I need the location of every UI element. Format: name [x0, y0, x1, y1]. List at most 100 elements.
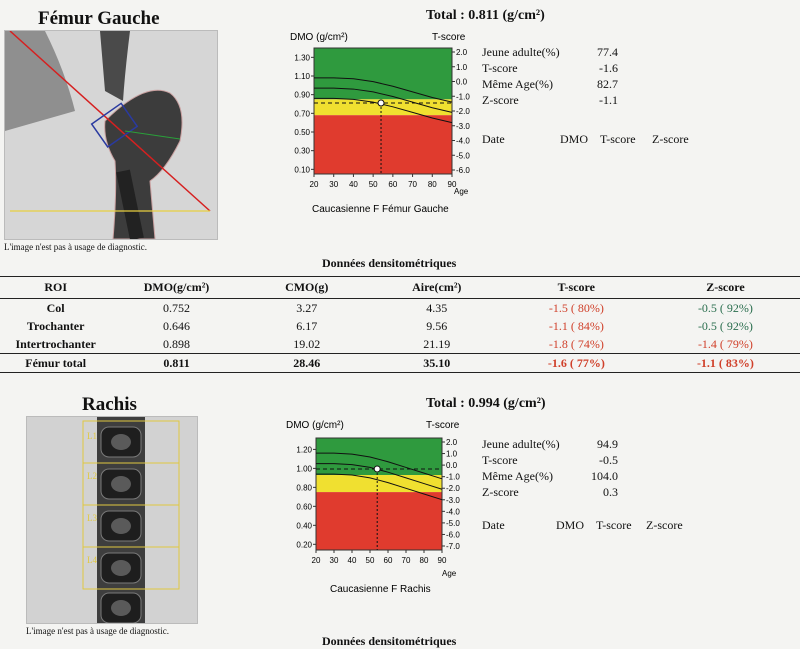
x-tick-label: 50 — [369, 180, 378, 189]
rachis-stat-label: T-score — [482, 453, 518, 467]
femur-stat-label: Jeune adulte(%) — [482, 45, 560, 59]
x-tick-label: 90 — [438, 556, 447, 565]
vertebra-label-l4: L4 — [87, 555, 97, 565]
vertebra-core — [111, 518, 131, 534]
rachis-chart-ylabel: DMO (g/cm²) — [286, 420, 344, 431]
y2-tick-label: -5.0 — [446, 519, 460, 528]
rachis-chart: DMO (g/cm²) T-score 20 30 40 50 60 70 80 90 1.20… — [286, 420, 460, 595]
table-row: Col 0.752 3.27 4.35 -1.5 ( 80%) -0.5 ( 9… — [0, 299, 800, 318]
rachis-chart-xlabel: Age — [442, 569, 457, 578]
reference-curve — [314, 87, 453, 113]
vertebra-core — [111, 434, 131, 450]
y-tick-label: 0.40 — [296, 521, 312, 530]
table-cell: 28.46 — [293, 355, 321, 370]
x-tick-label: 70 — [402, 556, 411, 565]
table-cell: 0.752 — [163, 300, 191, 315]
table-cell: 3.27 — [296, 300, 318, 315]
table-total-row: Fémur total 0.811 28.46 35.10 -1.6 ( 77%… — [0, 353, 800, 373]
rachis-stat-value: -0.5 — [599, 453, 618, 467]
y-tick-label: 0.90 — [294, 91, 310, 100]
femur-stats: Jeune adulte(%) 77.4 T-score -1.6 Même Age… — [482, 44, 618, 108]
y2-tick-label: 0.0 — [456, 78, 468, 87]
y-tick-label: 0.70 — [294, 109, 310, 118]
y2-tick-label: -6.0 — [456, 166, 470, 175]
femur-date-header-dmo: DMO — [560, 132, 589, 146]
vertebra-label-l2: L2 — [87, 471, 97, 481]
rachis-plot-area: 20 30 40 50 60 70 80 90 1.20 1.00 0.80 0.60 0.40 0.20… — [296, 437, 460, 565]
y2-tick-label: -2.0 — [456, 107, 470, 116]
rachis-date-header-zscore: Z-score — [646, 518, 683, 532]
x-tick-label: 50 — [366, 556, 375, 565]
y-tick-label: 0.30 — [294, 147, 310, 156]
rachis-stat-label: Jeune adulte(%) — [482, 437, 560, 451]
column-header: CMO(g) — [285, 280, 329, 294]
rachis-scan-graphic: L1 L2 L3 L4 — [27, 417, 197, 623]
y2-tick-label: -3.0 — [446, 496, 460, 505]
y2-tick-label: 2.0 — [456, 48, 468, 57]
femur-image-caption: L'image n'est pas à usage de diagnostic. — [4, 242, 147, 252]
femur-stat-label: Même Age(%) — [482, 77, 553, 91]
plot-frame — [315, 437, 443, 551]
zscore-cell: -1.4 ( 79%) — [697, 336, 753, 351]
y-tick-label: 0.60 — [296, 502, 312, 511]
tscore-cell: -1.6 ( 77%) — [547, 355, 605, 370]
x-tick-label: 40 — [349, 180, 358, 189]
tscore-cell: -1.1 ( 84%) — [548, 318, 604, 333]
femur-table-title: Données densitométriques — [322, 256, 457, 270]
x-tick-label: 60 — [388, 180, 397, 189]
femur-date-header-zscore: Z-score — [652, 132, 689, 146]
reference-curve — [314, 77, 453, 103]
y2-tick-label: -1.0 — [446, 473, 460, 482]
rachis-stats: Jeune adulte(%) 94.9 T-score -0.5 Même Age… — [482, 436, 618, 500]
y2-tick-label: -6.0 — [446, 530, 460, 539]
rachis-stat-value: 104.0 — [591, 469, 618, 483]
roi-cell: Fémur total — [25, 355, 87, 370]
y2-tick-label: 1.0 — [456, 63, 468, 72]
femur-densitometry-table: ROI DMO(g/cm²) CMO(g) Aire(cm²) T-score … — [0, 276, 800, 373]
rachis-table-title: Données densitométriques — [322, 634, 457, 648]
y2-tick-label: -4.0 — [456, 137, 470, 146]
femur-total: Total : 0.811 (g/cm²) — [426, 8, 545, 23]
y2-tick-label: -2.0 — [446, 484, 460, 493]
femur-scan-image — [4, 30, 218, 240]
column-header: Z-score — [706, 280, 745, 294]
x-tick-label: 40 — [348, 556, 357, 565]
rachis-title: Rachis — [82, 394, 137, 415]
osteoporosis-zone — [316, 492, 442, 550]
reference-curve — [316, 452, 443, 480]
y-tick-label: 0.20 — [296, 540, 312, 549]
table-cell: 19.02 — [293, 336, 321, 351]
tscore-cell: -1.5 ( 80%) — [548, 300, 604, 315]
rachis-total: Total : 0.994 (g/cm²) — [426, 396, 546, 411]
table-cell: 6.17 — [296, 318, 318, 333]
y-tick-label: 1.00 — [296, 464, 312, 473]
femur-stat-value: 77.4 — [597, 45, 618, 59]
rachis-stat-label: Même Age(%) — [482, 469, 553, 483]
femur-chart-xlabel: Age — [454, 187, 469, 196]
x-tick-label: 80 — [428, 180, 437, 189]
x-tick-label: 30 — [329, 180, 338, 189]
x-tick-label: 20 — [310, 180, 319, 189]
femur-plot-area: 20 30 40 50 60 70 80 90 1.30 1.10 0.90 0.70 0.50 0.30… — [294, 47, 470, 189]
femur-stat-value: -1.1 — [599, 93, 618, 107]
y2-tick-label: -7.0 — [446, 542, 460, 551]
rachis-date-header-dmo: DMO — [556, 518, 585, 532]
rachis-stat-value: 0.3 — [603, 485, 618, 499]
x-tick-label: 80 — [420, 556, 429, 565]
column-header: Aire(cm²) — [412, 280, 462, 294]
femur-chart: DMO (g/cm²) T-score 20 30 40 50 60 70 80 90 1.30… — [290, 32, 470, 215]
rachis-chart-caption: Caucasienne F Rachis — [330, 584, 431, 595]
zscore-cell: -0.5 ( 92%) — [697, 300, 753, 315]
x-tick-label: 70 — [408, 180, 417, 189]
vertebra-label-l1: L1 — [87, 431, 97, 441]
table-row: Trochanter 0.646 6.17 9.56 -1.1 ( 84%) -… — [0, 317, 800, 335]
y-tick-label: 0.10 — [294, 165, 310, 174]
femur-date-header-date: Date — [482, 132, 505, 146]
rachis-date-header-date: Date — [482, 518, 505, 532]
x-tick-label: 90 — [448, 180, 457, 189]
patient-point — [373, 465, 381, 473]
table-cell: 9.56 — [426, 318, 448, 333]
vertebra-core — [111, 476, 131, 492]
femur-stat-value: -1.6 — [599, 61, 618, 75]
zscore-cell: -0.5 ( 92%) — [697, 318, 753, 333]
